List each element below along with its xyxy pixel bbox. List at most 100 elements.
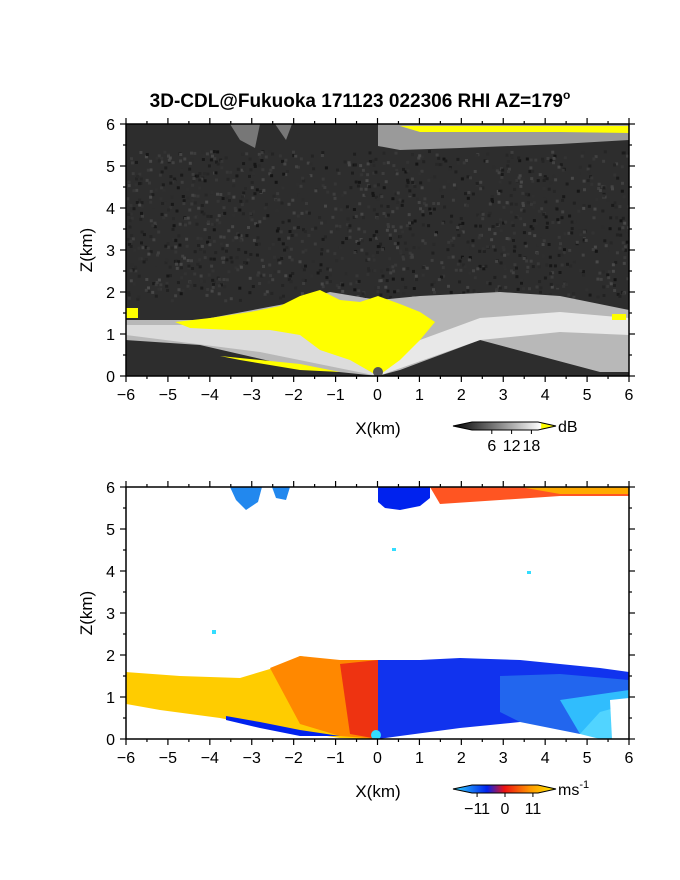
y-tick-label: 0 — [106, 732, 115, 749]
noise-speck — [367, 257, 371, 261]
y-tick-label: 5 — [106, 159, 115, 176]
noise-speck — [215, 218, 219, 222]
noise-speck — [219, 278, 223, 282]
noise-speck — [193, 151, 197, 155]
noise-speck — [381, 274, 385, 278]
noise-speck — [232, 213, 236, 217]
noise-speck — [299, 184, 303, 188]
snr-x-tick-labels: −6 −5 −4 −3 −2 −1 0 1 2 3 4 5 6 — [117, 387, 634, 404]
noise-speck — [398, 198, 402, 202]
noise-speck — [531, 179, 535, 183]
noise-speck — [503, 267, 507, 271]
noise-speck — [446, 248, 450, 252]
noise-speck — [518, 174, 522, 178]
noise-speck — [542, 179, 546, 182]
noise-speck — [157, 278, 161, 282]
noise-speck — [348, 235, 352, 239]
x-tick-label: −3 — [243, 387, 261, 404]
noise-speck — [520, 278, 524, 282]
noise-speck — [326, 249, 330, 253]
noise-speck — [282, 294, 285, 298]
noise-speck — [258, 220, 262, 224]
noise-speck — [323, 220, 327, 224]
noise-speck — [213, 157, 217, 161]
noise-speck — [479, 187, 483, 191]
noise-speck — [314, 189, 318, 193]
noise-speck — [228, 199, 231, 203]
noise-speck — [146, 246, 150, 250]
x-tick-label: 3 — [499, 387, 508, 404]
noise-speck — [570, 231, 574, 235]
noise-speck — [221, 260, 225, 264]
noise-speck — [442, 185, 446, 189]
noise-speck — [129, 212, 133, 216]
snr-colorbar-ticks: 6 12 18 — [487, 430, 540, 455]
noise-speck — [321, 151, 325, 155]
noise-speck — [274, 198, 278, 202]
noise-speck — [499, 218, 502, 222]
noise-speck — [391, 265, 395, 269]
noise-speck — [487, 214, 491, 218]
noise-speck — [131, 268, 135, 272]
noise-speck — [297, 165, 300, 169]
noise-speck — [225, 170, 229, 174]
noise-speck — [348, 229, 352, 233]
noise-speck — [354, 214, 358, 218]
y-tick-label: 6 — [106, 117, 115, 134]
noise-speck — [568, 214, 572, 218]
noise-speck — [157, 154, 161, 158]
noise-speck — [399, 235, 403, 238]
noise-speck — [412, 287, 416, 290]
noise-speck — [129, 239, 133, 243]
noise-speck — [438, 163, 442, 167]
noise-speck — [275, 209, 279, 213]
x-tick-label: 5 — [583, 750, 592, 767]
noise-speck — [357, 180, 361, 184]
noise-speck — [258, 282, 262, 285]
y-tick-label: 1 — [106, 327, 115, 344]
noise-speck — [372, 258, 376, 262]
velocity-x-tick-labels: −6 −5 −4 −3 −2 −1 0 1 2 3 4 5 6 — [117, 750, 634, 767]
noise-speck — [466, 196, 470, 200]
noise-speck — [418, 154, 422, 158]
noise-speck — [167, 158, 171, 162]
noise-speck — [406, 267, 410, 271]
noise-speck — [582, 179, 586, 183]
noise-speck — [532, 201, 536, 205]
noise-speck — [586, 179, 590, 183]
noise-speck — [430, 258, 434, 262]
x-tick-label: 0 — [373, 750, 382, 767]
noise-speck — [518, 159, 522, 163]
noise-speck — [561, 168, 565, 172]
noise-speck — [401, 255, 405, 259]
noise-speck — [467, 191, 471, 194]
noise-speck — [369, 165, 373, 169]
noise-speck — [254, 222, 258, 226]
noise-speck — [182, 199, 186, 203]
noise-speck — [540, 207, 544, 211]
noise-speck — [471, 244, 475, 248]
noise-speck — [232, 184, 236, 188]
noise-speck — [198, 258, 202, 262]
noise-speck — [297, 226, 300, 229]
snr-saturated-fan — [175, 290, 435, 376]
noise-speck — [458, 280, 462, 284]
noise-speck — [374, 170, 378, 174]
noise-speck — [499, 261, 503, 265]
noise-speck — [175, 266, 179, 270]
noise-speck — [394, 192, 398, 196]
noise-speck — [456, 262, 460, 266]
noise-speck — [205, 200, 209, 204]
noise-speck — [281, 220, 285, 224]
noise-speck — [602, 159, 606, 163]
y-tick-label: 0 — [106, 369, 115, 386]
noise-speck — [192, 177, 196, 181]
noise-speck — [594, 155, 598, 159]
noise-speck — [387, 225, 390, 229]
noise-speck — [285, 170, 289, 173]
noise-speck — [289, 247, 293, 251]
noise-speck — [615, 233, 619, 237]
noise-speck — [476, 213, 480, 217]
noise-speck — [547, 187, 551, 191]
noise-speck — [188, 287, 192, 291]
